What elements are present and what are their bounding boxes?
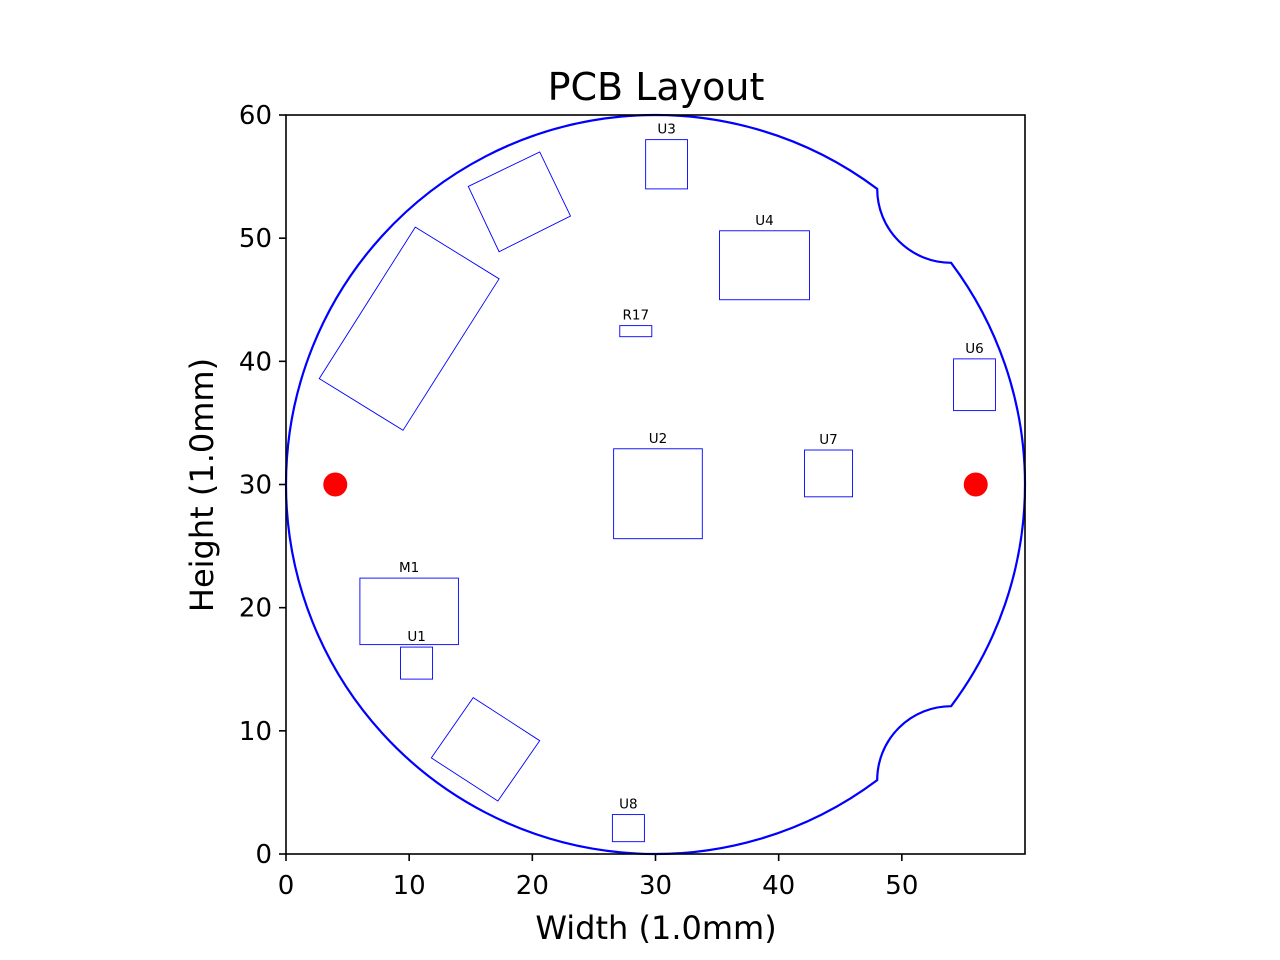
component-label: U4 <box>755 213 773 229</box>
y-tick: 50 <box>239 224 286 254</box>
component-label: U8 <box>619 797 637 813</box>
board-outline <box>284 113 1027 856</box>
mounting-hole <box>963 472 988 497</box>
y-tick: 10 <box>239 717 286 747</box>
component-u8: U8 <box>611 797 645 843</box>
component-footprint <box>613 448 703 540</box>
component-u2: U2 <box>613 431 703 540</box>
component-footprint <box>359 577 459 646</box>
x-tick-label: 0 <box>278 871 295 901</box>
component-label: R17 <box>623 308 650 324</box>
axes-frame <box>285 114 1026 855</box>
y-tick: 30 <box>239 471 286 501</box>
y-tick: 60 <box>239 101 286 131</box>
x-tick-label: 30 <box>639 871 672 901</box>
component-rotated-9 <box>318 226 500 431</box>
x-tick-label: 50 <box>885 871 918 901</box>
y-tick-label: 0 <box>255 840 272 870</box>
component-label: U1 <box>407 629 425 645</box>
component-u3: U3 <box>645 122 688 190</box>
x-tick-label: 10 <box>393 871 426 901</box>
component-footprint <box>611 814 645 843</box>
x-tick-label: 20 <box>516 871 549 901</box>
component-u7: U7 <box>804 432 854 498</box>
y-tick: 40 <box>239 347 286 377</box>
component-footprint <box>953 358 996 412</box>
y-tick-label: 30 <box>239 471 272 501</box>
component-label: U7 <box>819 432 837 448</box>
y-tick-label: 60 <box>239 101 272 131</box>
y-axis-label: Height (1.0mm) <box>183 358 221 612</box>
x-tick: 40 <box>762 854 795 901</box>
component-m1: M1 <box>359 560 459 646</box>
y-tick: 0 <box>255 840 286 870</box>
y-tick-label: 40 <box>239 347 272 377</box>
x-tick-label: 40 <box>762 871 795 901</box>
y-tick-label: 50 <box>239 224 272 254</box>
component-label: U2 <box>649 431 667 447</box>
plot-area: U3 U4 R17 U6 U2 U7 M1 U1 U8 <box>284 113 1027 856</box>
x-tick: 10 <box>393 854 426 901</box>
component-footprint <box>645 139 688 190</box>
y-tick-label: 20 <box>239 594 272 624</box>
y-axis-ticks: 0 10 20 30 40 50 60 <box>239 101 286 870</box>
component-label: U3 <box>657 122 675 138</box>
component-label: M1 <box>399 560 419 576</box>
chart-title: PCB Layout <box>548 65 765 109</box>
x-tick: 0 <box>278 854 295 901</box>
x-tick: 20 <box>516 854 549 901</box>
component-r17: R17 <box>619 308 653 338</box>
component-u4: U4 <box>719 213 810 301</box>
component-footprint <box>467 151 572 253</box>
component-footprint <box>804 449 854 498</box>
component-u6: U6 <box>953 341 996 412</box>
mounting-hole <box>323 472 348 497</box>
y-tick: 20 <box>239 594 286 624</box>
x-tick: 30 <box>639 854 672 901</box>
x-axis-label: Width (1.0mm) <box>535 909 776 947</box>
component-footprint <box>719 230 810 301</box>
component-footprint <box>619 325 653 338</box>
component-footprint <box>430 696 541 802</box>
component-footprint <box>400 646 434 680</box>
component-rotated-10 <box>467 151 572 253</box>
component-label: U6 <box>965 341 983 357</box>
x-tick: 50 <box>885 854 918 901</box>
y-tick-label: 10 <box>239 717 272 747</box>
component-rotated-11 <box>430 696 541 802</box>
component-footprint <box>318 226 500 431</box>
component-u1: U1 <box>400 629 434 680</box>
x-axis-ticks: 0 10 20 30 40 50 <box>278 854 918 901</box>
